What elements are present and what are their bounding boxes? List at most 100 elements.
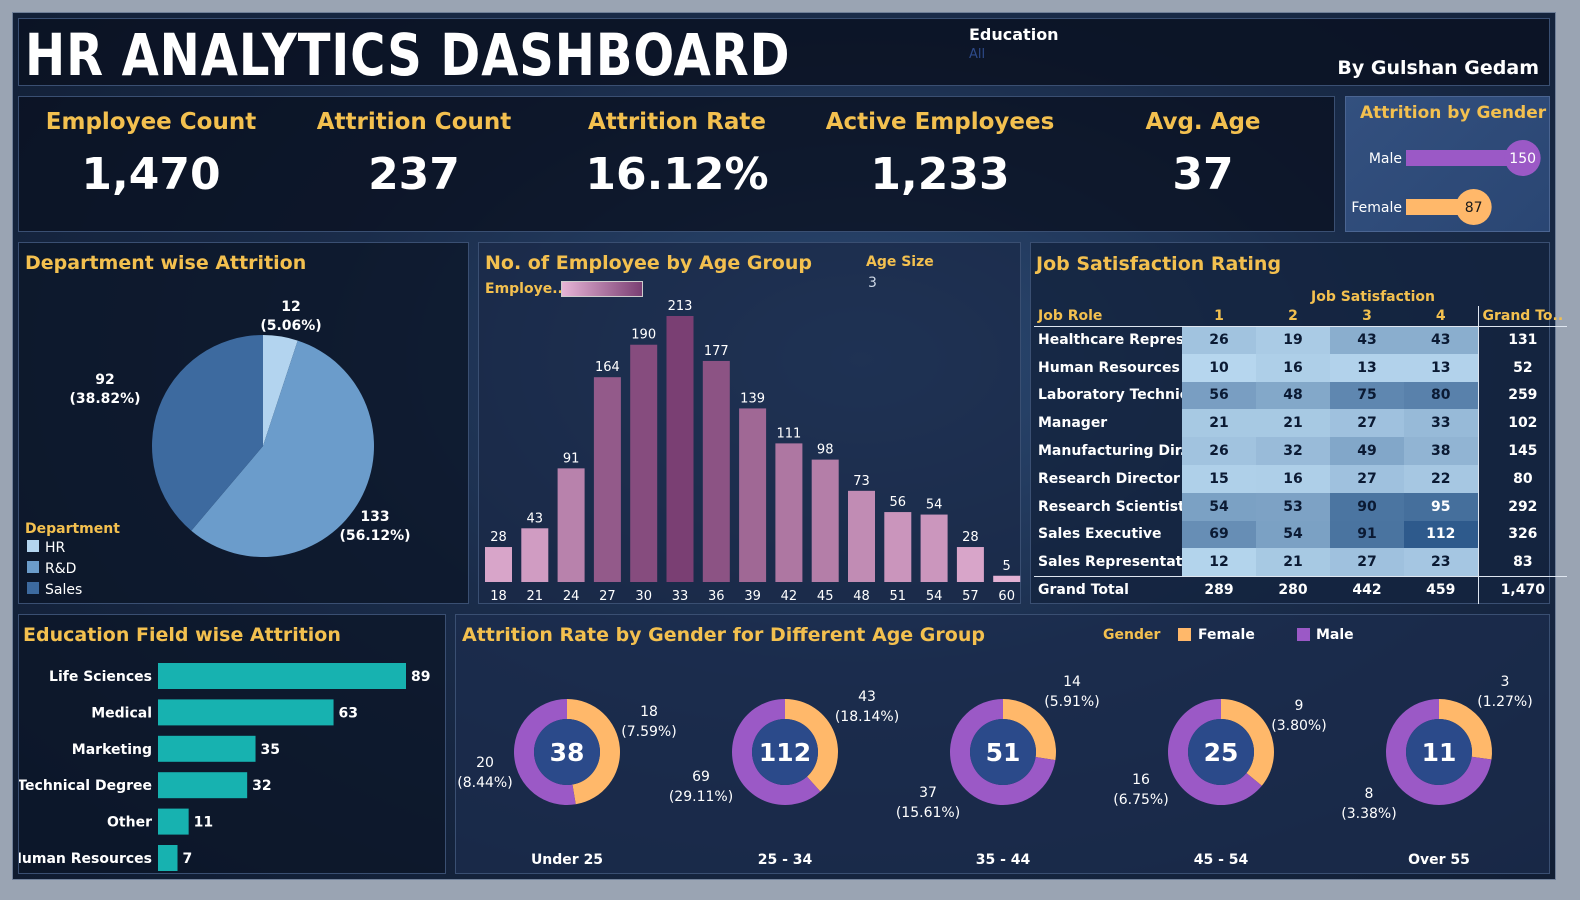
age-bar[interactable] xyxy=(848,490,875,582)
job-role-cell: Sales Executive xyxy=(1038,526,1162,543)
column-header-job-role: Job Role xyxy=(1034,306,1182,327)
heatmap-cell[interactable]: 26 xyxy=(1182,437,1256,465)
age-bar[interactable] xyxy=(485,547,512,582)
donut-slice-male[interactable] xyxy=(950,699,1056,805)
heatmap-cell[interactable]: 53 xyxy=(1256,492,1330,521)
pie-slice-sales[interactable] xyxy=(151,335,263,531)
donut-center xyxy=(1188,719,1254,785)
age-bar[interactable] xyxy=(521,528,549,582)
education-bar[interactable] xyxy=(158,845,178,871)
age-bar[interactable] xyxy=(593,377,621,582)
age-bar[interactable] xyxy=(993,575,1021,582)
heatmap-cell[interactable]: 27 xyxy=(1330,464,1404,493)
donut-slice-female[interactable] xyxy=(785,699,838,792)
age-bar[interactable] xyxy=(666,316,694,582)
education-bar[interactable] xyxy=(158,735,256,762)
age-bar[interactable] xyxy=(739,408,767,582)
heatmap-cell[interactable]: 54 xyxy=(1256,520,1330,549)
education-filter-dropdown[interactable]: All xyxy=(969,47,986,62)
donut-slice-female[interactable] xyxy=(1221,699,1275,786)
heatmap-cell[interactable]: 21 xyxy=(1182,409,1256,438)
heatmap-cell[interactable]: 27 xyxy=(1330,548,1404,577)
heatmap-cell[interactable]: 80 xyxy=(1404,381,1478,410)
donut-slice-male[interactable] xyxy=(1168,699,1262,805)
age-bar[interactable] xyxy=(956,547,984,582)
age-tick-label: 21 xyxy=(527,589,544,604)
education-bar[interactable] xyxy=(158,699,334,726)
heatmap-cell[interactable]: 69 xyxy=(1182,520,1256,549)
heatmap-cell[interactable]: 23 xyxy=(1404,548,1478,577)
job-role-cell: Manager xyxy=(1038,415,1108,432)
age-tick-label: 30 xyxy=(635,589,652,604)
column-header: 3 xyxy=(1330,306,1404,327)
heatmap-cell[interactable]: 32 xyxy=(1256,437,1330,465)
kpi-panel: Employee Count 1,470 Attrition Count 237 A… xyxy=(18,96,1335,232)
heatmap-cell[interactable]: 43 xyxy=(1404,326,1478,354)
heatmap-cell[interactable]: 19 xyxy=(1256,326,1330,354)
heatmap-cell[interactable]: 38 xyxy=(1404,437,1478,465)
legend-swatch-rd xyxy=(27,561,39,573)
heatmap-cell[interactable]: 95 xyxy=(1404,492,1478,521)
donut-slice-male[interactable] xyxy=(514,699,576,805)
education-bar[interactable] xyxy=(158,808,189,835)
age-bar[interactable] xyxy=(884,512,912,582)
heatmap-cell[interactable]: 49 xyxy=(1330,437,1404,465)
age-bar[interactable] xyxy=(630,344,658,582)
donut-slice-female[interactable] xyxy=(567,699,620,805)
heatmap-cell[interactable]: 13 xyxy=(1330,353,1404,382)
education-bar-value: 11 xyxy=(194,815,213,831)
kpi-avg-age: Avg. Age 37 xyxy=(1071,97,1335,200)
age-bar-value: 139 xyxy=(740,391,765,406)
heatmap-cell[interactable]: 27 xyxy=(1330,409,1404,438)
age-bar[interactable] xyxy=(811,459,839,582)
donut-total-value: 25 xyxy=(1204,738,1239,767)
age-bar[interactable] xyxy=(920,514,948,582)
heatmap-cell[interactable]: 15 xyxy=(1182,464,1256,493)
legend-label-female: Female xyxy=(1198,627,1255,643)
age-bar[interactable] xyxy=(557,468,585,582)
heatmap-cell[interactable]: 90 xyxy=(1330,492,1404,521)
donut-data-label: 8 (3.38%) xyxy=(1341,786,1396,822)
row-total-cell: 145 xyxy=(1477,437,1568,465)
education-bar[interactable] xyxy=(158,772,248,799)
age-bar[interactable] xyxy=(702,360,730,582)
age-bar[interactable] xyxy=(775,443,803,582)
heatmap-cell[interactable]: 56 xyxy=(1182,381,1256,410)
heatmap-cell[interactable]: 21 xyxy=(1256,548,1330,577)
age-size-input[interactable]: 3 xyxy=(868,275,877,291)
age-bar-value: 5 xyxy=(1003,559,1011,574)
heatmap-cell[interactable]: 26 xyxy=(1182,326,1256,354)
table-row: Sales Representati.. 12 21 27 23 83 xyxy=(1034,548,1568,577)
pie-slice-hr[interactable] xyxy=(263,335,298,446)
heatmap-cell[interactable]: 91 xyxy=(1330,520,1404,549)
column-header-grand-total: Grand To.. xyxy=(1477,306,1568,327)
legend-swatch-female xyxy=(1178,628,1191,641)
donut-slice-male[interactable] xyxy=(1386,699,1492,805)
heatmap-cell[interactable]: 54 xyxy=(1182,492,1256,521)
education-bar[interactable] xyxy=(158,663,406,689)
heatmap-cell[interactable]: 33 xyxy=(1404,409,1478,438)
heatmap-cell[interactable]: 43 xyxy=(1330,326,1404,354)
kpi-value: 37 xyxy=(1172,149,1234,200)
donut-slice-male[interactable] xyxy=(732,699,821,805)
heatmap-cell[interactable]: 12 xyxy=(1182,548,1256,577)
pie-slice-rd[interactable] xyxy=(191,340,374,557)
heatmap-cell[interactable]: 22 xyxy=(1404,464,1478,493)
donut-slice-female[interactable] xyxy=(1439,699,1492,760)
row-total-cell: 292 xyxy=(1477,492,1568,521)
table-row: Healthcare Repres.. 26 19 43 43 131 xyxy=(1034,326,1568,354)
heatmap-cell[interactable]: 16 xyxy=(1256,464,1330,493)
table-row: Human Resources 10 16 13 13 52 xyxy=(1034,353,1568,382)
heatmap-cell[interactable]: 48 xyxy=(1256,381,1330,410)
donut-slice-female[interactable] xyxy=(1003,699,1056,761)
gender-bar-male[interactable] xyxy=(1406,150,1523,166)
heatmap-cell[interactable]: 16 xyxy=(1256,353,1330,382)
job-role-cell: Research Director xyxy=(1038,470,1180,487)
heatmap-cell[interactable]: 13 xyxy=(1404,353,1478,382)
heatmap-cell[interactable]: 112 xyxy=(1404,520,1478,549)
heatmap-cell[interactable]: 75 xyxy=(1330,381,1404,410)
gender-category-label: Male xyxy=(1369,151,1402,167)
donut-data-label: 43 (18.14%) xyxy=(835,689,899,725)
heatmap-cell[interactable]: 10 xyxy=(1182,353,1256,382)
heatmap-cell[interactable]: 21 xyxy=(1256,409,1330,438)
